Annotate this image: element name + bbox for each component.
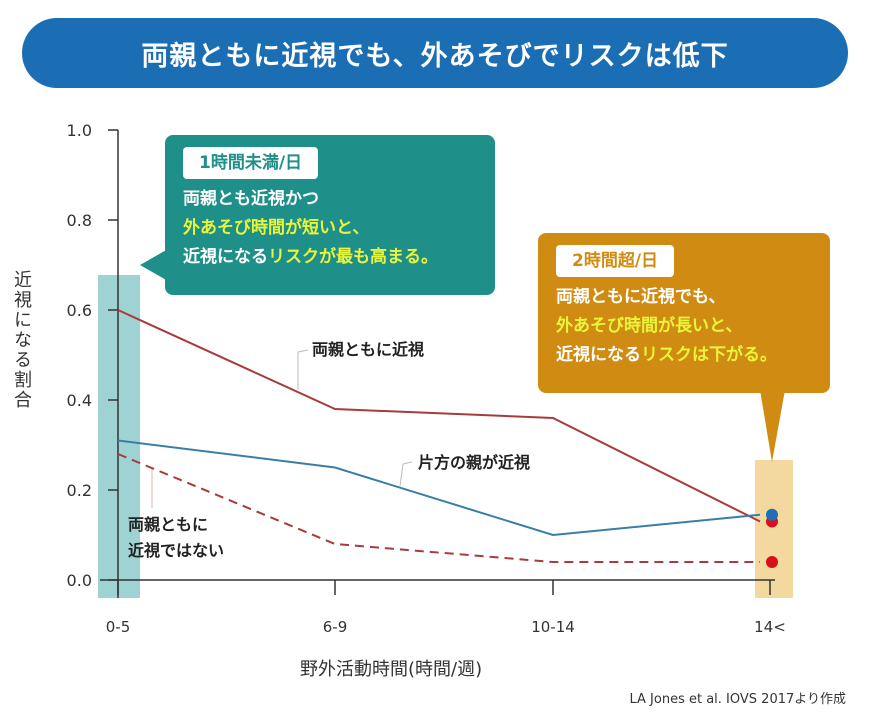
x-axis-title: 野外活動時間(時間/週) — [300, 659, 483, 680]
data-point — [766, 508, 778, 521]
callout-short-outdoor: 1時間未満/日 両親とも近視かつ 外あそび時間が短いと、 近視になるリスクが最も… — [165, 135, 495, 295]
leader-line — [399, 461, 413, 487]
x-tick-label: 0-5 — [106, 618, 131, 636]
callout-text: 近視になる — [183, 247, 268, 267]
x-tick-label: 10-14 — [531, 618, 575, 636]
callout-text: 近視になる — [556, 345, 641, 365]
series-line — [117, 453, 760, 563]
series-label-line: 近視ではない — [128, 541, 225, 560]
callout-long-outdoor: 2時間超/日 両親ともに近視でも、 外あそび時間が長いと、 近視になるリスクは下… — [538, 233, 830, 393]
callout-text-highlight: リスクが最も高まる。 — [268, 247, 438, 267]
callout-pointer-long — [760, 390, 785, 462]
data-point — [766, 556, 778, 568]
series-label-one-parent: 片方の親が近視 — [418, 453, 531, 472]
y-tick-label: 0.2 — [67, 481, 92, 500]
y-tick-label: 1.0 — [67, 121, 92, 140]
leader-line — [297, 349, 309, 390]
callout-text-highlight: 外あそび時間が短いと、 — [183, 218, 370, 238]
highlight-band-long — [755, 460, 793, 598]
series-label-line: 両親ともに — [128, 515, 209, 534]
chart-title: 両親ともに近視でも、外あそびでリスクは低下 — [22, 18, 848, 88]
callout-text: 両親とも近視かつ — [183, 189, 319, 209]
callout-tag: 1時間未満/日 — [183, 147, 319, 179]
y-tick-label: 0.6 — [67, 301, 92, 320]
source-credit: LA Jones et al. IOVS 2017より作成 — [629, 692, 846, 707]
series-label-both-myopic: 両親ともに近視 — [312, 340, 425, 359]
y-tick-label: 0.0 — [67, 571, 92, 590]
series-line — [117, 309, 761, 523]
y-axis-title: 近視になる割合 — [11, 270, 32, 410]
x-tick-label: 6-9 — [323, 618, 348, 636]
y-tick-label: 0.4 — [67, 391, 92, 410]
series-line — [117, 439, 761, 537]
callout-text-highlight: 外あそび時間が長いと、 — [556, 316, 743, 336]
callout-tag: 2時間超/日 — [556, 245, 675, 277]
series-label-neither: 両親ともに 近視ではない — [128, 512, 224, 564]
callout-text: 両親ともに近視でも、 — [556, 287, 726, 307]
y-tick-label: 0.8 — [67, 211, 92, 230]
x-tick-label: 14< — [754, 618, 786, 636]
highlight-band-short — [98, 275, 140, 598]
callout-text-highlight: リスクは下がる。 — [641, 345, 777, 365]
